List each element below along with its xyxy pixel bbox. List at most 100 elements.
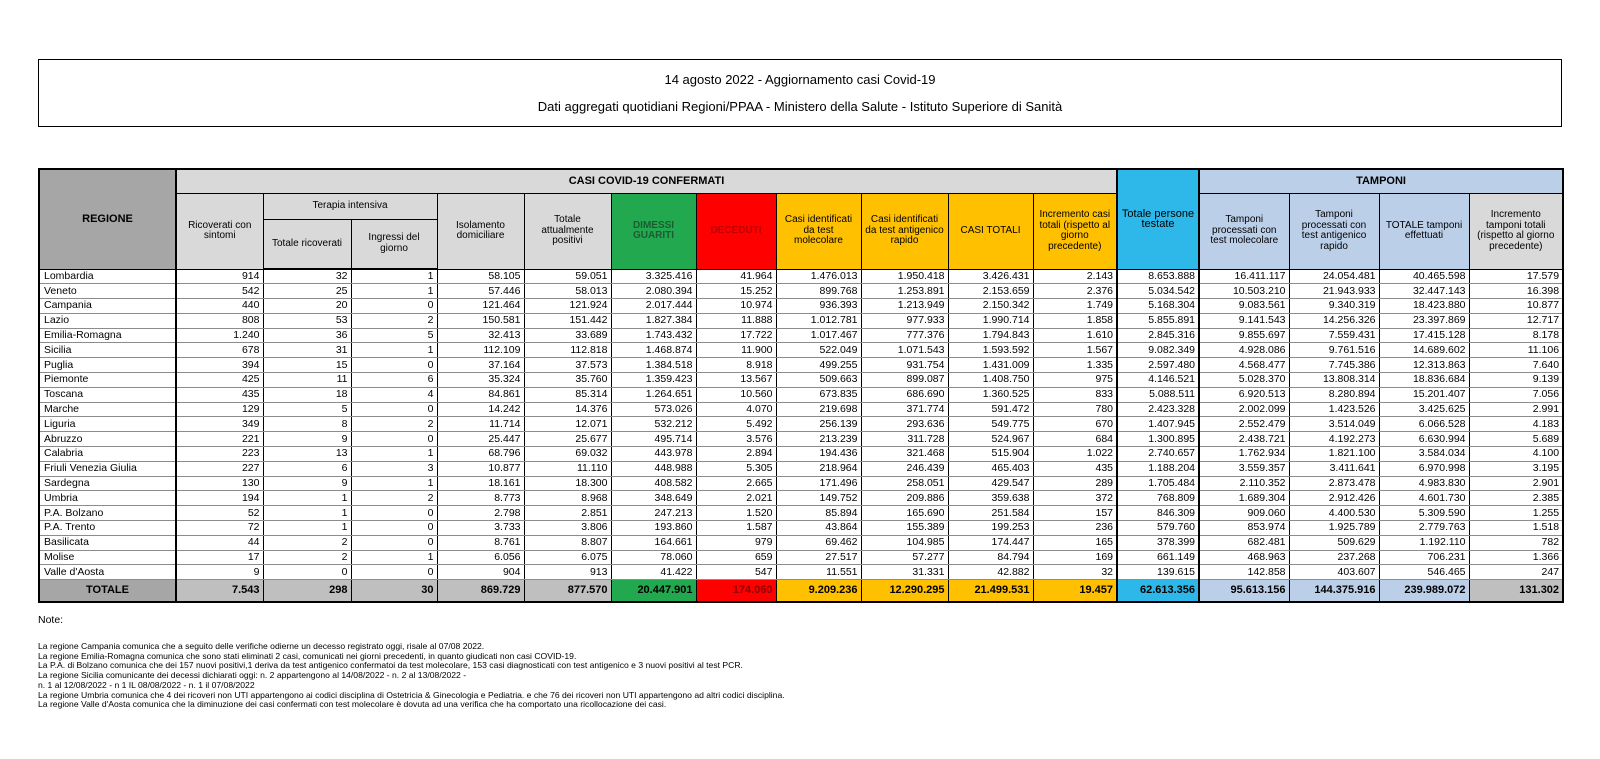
casi-test-antigenico-cell: 899.087 [860, 372, 949, 388]
incremento-tamponi-totali-cell: 9.139 [1468, 372, 1564, 388]
tamponi-test-antigenico-cell: 7.745.386 [1288, 357, 1380, 374]
totale-tamponi-effettuati-cell: 1.192.110 [1378, 534, 1470, 551]
region-name: Piemonte [38, 372, 177, 388]
tamponi-test-molecolare-cell: 16.411.117 [1198, 268, 1290, 285]
tamponi-test-antigenico-cell: 9.340.319 [1288, 298, 1380, 314]
tamponi-test-antigenico-cell: 1.925.789 [1288, 520, 1380, 536]
incremento-tamponi-totali-cell: 782 [1468, 534, 1564, 551]
casi-totali-cell: 591.472 [947, 401, 1034, 418]
totale-attualmente-positivi-cell: 121.924 [523, 298, 612, 314]
totale-tamponi-effettuati-cell: 546.465 [1378, 564, 1470, 581]
casi-totali-cell: 359.638 [947, 490, 1034, 507]
region-name: Molise [38, 549, 177, 566]
totale-attualmente-positivi-cell: 18.300 [523, 475, 612, 492]
deceduti-cell: 659 [695, 549, 777, 566]
casi-totali-cell: 1.794.843 [947, 327, 1034, 344]
isolamento-domiciliare-cell: 37.164 [436, 357, 525, 374]
totale-persone-testate-cell: 1.188.204 [1116, 460, 1201, 477]
totale-persone-testate-cell: 2.597.480 [1116, 357, 1201, 374]
deceduti-cell: 15.252 [695, 283, 777, 300]
terapia-ingressi-del-giorno-cell: 0 [350, 534, 438, 551]
table-row: Emilia-Romagna 1.240 36 5 32.413 33.689 1.743.… [38, 327, 1564, 344]
deceduti-cell: 4.070 [695, 401, 777, 418]
tamponi-test-molecolare-cell: 1.762.934 [1198, 446, 1290, 462]
terapia-ingressi-del-giorno-cell: 1 [350, 283, 438, 300]
incremento-casi-totali-cell: 165 [1032, 534, 1119, 551]
notes-heading: Note: [38, 614, 64, 626]
casi-test-molecolare-cell: 219.698 [775, 401, 862, 418]
totale-persone-testate-cell: 1.300.895 [1116, 431, 1201, 448]
totale-tamponi-effettuati-cell: 6.630.994 [1378, 431, 1470, 448]
dimessi-guariti-cell: 443.978 [610, 446, 697, 462]
deceduti-cell: 2.894 [695, 446, 777, 462]
tamponi-test-antigenico-cell: 21.943.933 [1288, 283, 1380, 300]
dimessi-guariti-cell: 2.080.394 [610, 283, 697, 300]
header-tamponi-test-molecolare: Tamponi processati con test molecolare [1198, 192, 1290, 270]
terapia-ingressi-del-giorno-cell: 1 [350, 475, 438, 492]
total-casi-test-molecolare-cell: 9.209.236 [775, 579, 862, 603]
terapia-ingressi-del-giorno-cell: 0 [350, 401, 438, 418]
totale-persone-testate-cell: 5.088.511 [1116, 386, 1201, 403]
dimessi-guariti-cell: 1.468.874 [610, 342, 697, 359]
incremento-casi-totali-cell: 780 [1032, 401, 1119, 418]
region-name: P.A. Bolzano [38, 505, 177, 522]
casi-totali-cell: 524.967 [947, 431, 1034, 448]
incremento-tamponi-totali-cell: 4.100 [1468, 446, 1564, 462]
casi-totali-cell: 429.547 [947, 475, 1034, 492]
tamponi-test-molecolare-cell: 909.060 [1198, 505, 1290, 522]
totale-persone-testate-cell: 661.149 [1116, 549, 1201, 566]
isolamento-domiciliare-cell: 35.324 [436, 372, 525, 388]
incremento-tamponi-totali-cell: 2.901 [1468, 475, 1564, 492]
deceduti-cell: 3.576 [695, 431, 777, 448]
header-tamponi: TAMPONI [1198, 168, 1564, 194]
tamponi-test-molecolare-cell: 9.083.561 [1198, 298, 1290, 314]
table-body: Lombardia 914 32 1 58.105 59.051 3.325.416 41.9… [38, 268, 1564, 603]
dimessi-guariti-cell: 2.017.444 [610, 298, 697, 314]
table-row: Liguria 349 8 2 11.714 12.071 532.212 5.492 256.… [38, 416, 1564, 433]
incremento-casi-totali-cell: 2.376 [1032, 283, 1119, 300]
casi-test-antigenico-cell: 1.950.418 [860, 268, 949, 285]
isolamento-domiciliare-cell: 58.105 [436, 268, 525, 285]
ricoverati-con-sintomi-cell: 542 [175, 283, 264, 300]
incremento-casi-totali-cell: 32 [1032, 564, 1119, 581]
dimessi-guariti-cell: 495.714 [610, 431, 697, 448]
ricoverati-con-sintomi-cell: 914 [175, 268, 264, 285]
totale-persone-testate-cell: 1.407.945 [1116, 416, 1201, 433]
terapia-totale-ricoverati-cell: 6 [262, 460, 352, 477]
table-row: Piemonte 425 11 6 35.324 35.760 1.359.423 13.56… [38, 372, 1564, 388]
tamponi-test-molecolare-cell: 853.974 [1198, 520, 1290, 536]
tamponi-test-molecolare-cell: 682.481 [1198, 534, 1290, 551]
tamponi-test-molecolare-cell: 2.110.352 [1198, 475, 1290, 492]
totale-persone-testate-cell: 5.168.304 [1116, 298, 1201, 314]
totale-tamponi-effettuati-cell: 14.689.602 [1378, 342, 1470, 359]
table-row: Lazio 808 53 2 150.581 151.442 1.827.384 11.888… [38, 312, 1564, 329]
region-name: Puglia [38, 357, 177, 374]
region-name: Sardegna [38, 475, 177, 492]
totale-attualmente-positivi-cell: 33.689 [523, 327, 612, 344]
casi-test-antigenico-cell: 57.277 [860, 549, 949, 566]
tamponi-test-molecolare-cell: 9.141.543 [1198, 312, 1290, 329]
casi-test-antigenico-cell: 209.886 [860, 490, 949, 507]
totale-persone-testate-cell: 768.809 [1116, 490, 1201, 507]
deceduti-cell: 547 [695, 564, 777, 581]
table-row: Toscana 435 18 4 84.861 85.314 1.264.651 10.560… [38, 386, 1564, 403]
tamponi-test-antigenico-cell: 4.192.273 [1288, 431, 1380, 448]
tamponi-test-antigenico-cell: 3.411.641 [1288, 460, 1380, 477]
casi-test-antigenico-cell: 155.389 [860, 520, 949, 536]
table-row: Sardegna 130 9 1 18.161 18.300 408.582 2.665 171… [38, 475, 1564, 492]
total-totale-persone-testate-cell: 62.613.356 [1116, 579, 1201, 603]
region-name: Campania [38, 298, 177, 314]
isolamento-domiciliare-cell: 6.056 [436, 549, 525, 566]
tamponi-test-molecolare-cell: 2.438.721 [1198, 431, 1290, 448]
table-row: Marche 129 5 0 14.242 14.376 573.026 4.070 219.6… [38, 401, 1564, 418]
incremento-tamponi-totali-cell: 2.991 [1468, 401, 1564, 418]
incremento-tamponi-totali-cell: 1.255 [1468, 505, 1564, 522]
casi-totali-cell: 174.447 [947, 534, 1034, 551]
incremento-casi-totali-cell: 1.858 [1032, 312, 1119, 329]
totale-tamponi-effettuati-cell: 17.415.128 [1378, 327, 1470, 344]
dimessi-guariti-cell: 193.860 [610, 520, 697, 536]
casi-test-antigenico-cell: 931.754 [860, 357, 949, 374]
total-isolamento-domiciliare-cell: 869.729 [436, 579, 525, 603]
totale-tamponi-effettuati-cell: 4.983.830 [1378, 475, 1470, 492]
